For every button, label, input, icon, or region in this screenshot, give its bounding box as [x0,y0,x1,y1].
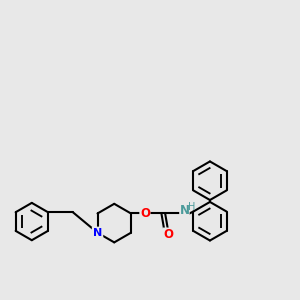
Text: N: N [179,205,189,218]
Text: O: O [140,207,150,220]
Text: H: H [188,202,195,212]
Text: N: N [93,228,102,238]
Text: O: O [163,228,173,241]
